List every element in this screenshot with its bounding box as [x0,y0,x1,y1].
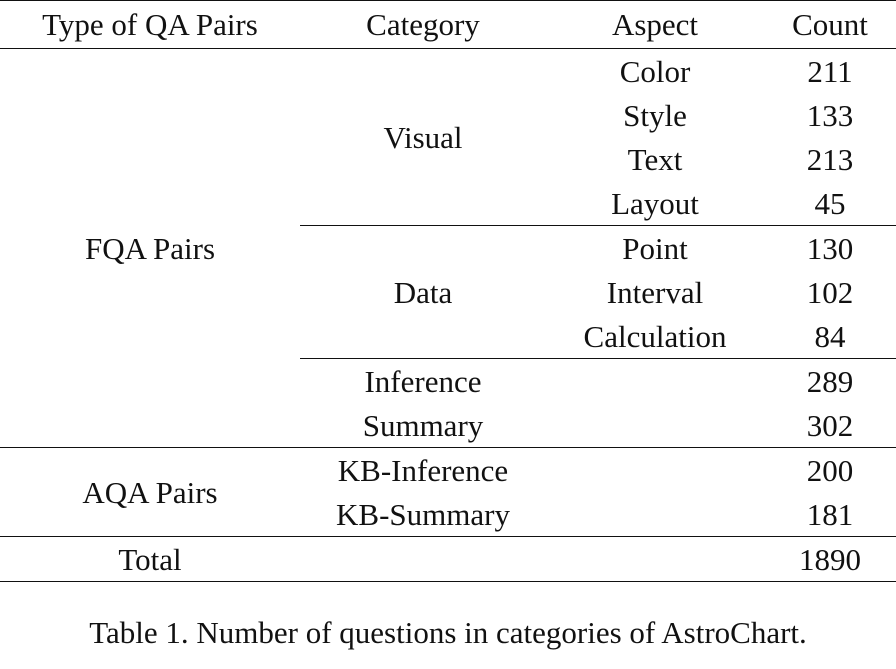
table-row: Data Point 130 [0,225,896,359]
table-row: KB-Summary 181 [0,492,896,537]
total-empty-aspect [546,536,764,582]
aspect-cell-empty [546,447,764,492]
count-cell: 181 [806,496,854,532]
table-row: Calculation 84 [0,314,896,359]
aspect-cell: Layout [611,185,699,221]
aspect-cell-empty [546,358,764,403]
count-cell: 130 [764,225,896,270]
aspect-cell: Calculation [583,318,727,354]
category-inference: Inference [300,358,546,403]
count-cell: 213 [806,141,854,177]
table-row: Layout 45 [0,181,896,226]
category-summary: Summary [362,407,484,443]
total-count: 1890 [764,536,896,582]
table-row: Style 133 [0,93,896,137]
table-caption: Table 1. Number of questions in categori… [89,615,807,650]
category-visual: Visual [383,119,463,155]
table-row: Interval 102 [0,270,896,314]
count-cell: 133 [806,97,854,133]
aspect-cell-empty [546,403,764,448]
header-category: Category [300,0,546,49]
aspect-cell: Style [623,97,687,133]
table-row: Inference 289 [0,358,896,403]
aspect-cell-empty [546,492,764,537]
group-fqa-label: FQA Pairs [84,230,216,266]
group-aqa-label: AQA Pairs [0,447,300,537]
aspect-cell: Text [627,141,683,177]
qa-pairs-table: Type of QA Pairs Category Aspect Count F… [0,0,896,582]
header-aspect: Aspect [546,0,764,49]
count-cell: 84 [814,318,846,354]
count-cell: 102 [806,274,854,310]
qa-table-container: Type of QA Pairs Category Aspect Count F… [0,0,896,582]
category-data: Data [300,225,546,359]
count-cell: 45 [814,185,846,221]
header-type: Type of QA Pairs [0,0,300,49]
count-cell: 289 [764,358,896,403]
count-cell: 200 [764,447,896,492]
category-kb-inference: KB-Inference [300,447,546,492]
count-cell: 302 [806,407,854,443]
aspect-cell: Point [546,225,764,270]
count-cell: 211 [807,53,853,89]
aspect-cell: Color [619,53,691,89]
table-row: Summary 302 [0,403,896,448]
category-kb-summary: KB-Summary [336,496,510,532]
table-row: FQA Pairs Visual Color 211 [0,49,896,264]
table-row: Text 213 [0,137,896,181]
header-count: Count [764,0,896,49]
aspect-cell: Interval [606,274,704,310]
total-row: Total 1890 [0,536,896,582]
table-header-row: Type of QA Pairs Category Aspect Count [0,0,896,49]
total-empty-category [300,536,546,582]
total-label: Total [0,536,300,582]
table-row: AQA Pairs KB-Inference 200 [0,447,896,537]
